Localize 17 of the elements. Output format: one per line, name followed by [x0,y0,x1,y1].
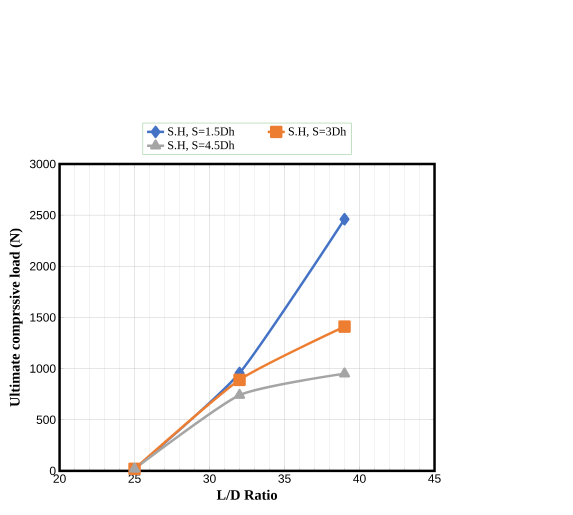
y-tick-label: 1000 [30,364,56,373]
y-axis-title: Ultimate comprssive load (N) [10,228,23,407]
legend-label: S.H, S=1.5Dh [168,127,234,138]
y-tick-label: 0 [50,466,56,476]
x-tick-label: 30 [203,474,216,483]
legend-label: S.H, S=3Dh [288,127,346,138]
y-tick-label: 3000 [30,160,56,168]
x-tick-label: 45 [428,474,441,483]
legend-label: S.H, S=4.5Dh [168,140,234,152]
y-tick-label: 2500 [30,210,56,220]
y-tick-label: 2000 [30,262,56,271]
y-tick-label: 1500 [30,313,56,322]
x-tick-label: 20 [54,474,66,483]
x-tick-label: 40 [353,474,366,483]
x-tick-label: 35 [278,474,291,483]
y-tick-label: 500 [36,416,56,424]
x-axis-title: L/D Ratio [216,490,278,500]
